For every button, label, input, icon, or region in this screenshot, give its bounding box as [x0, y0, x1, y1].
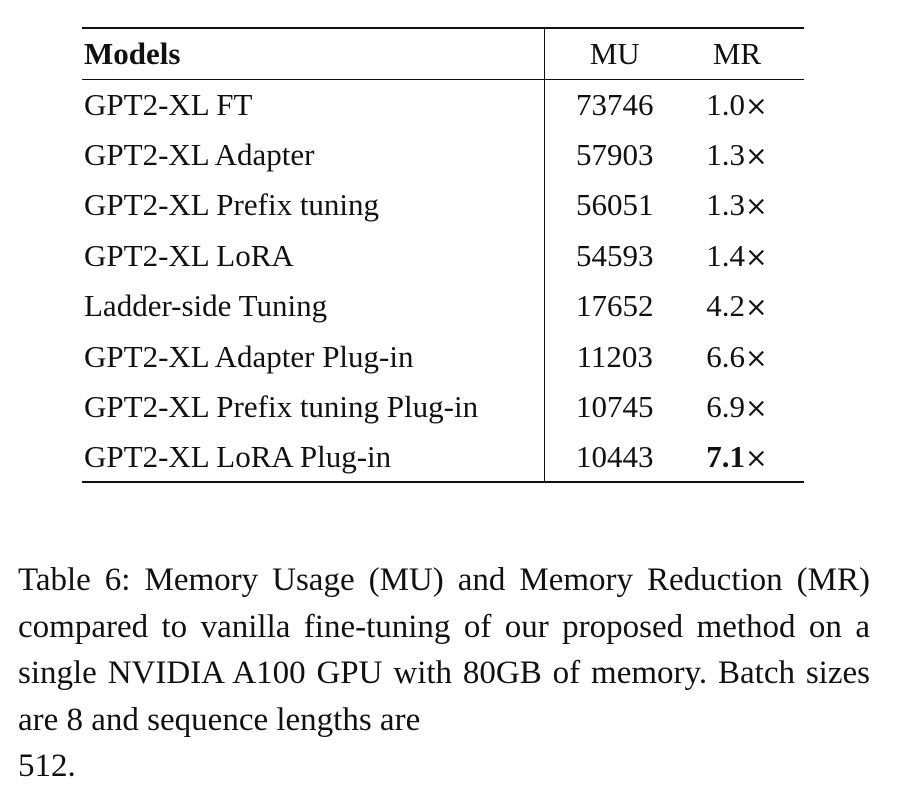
results-table-container: Models MU MR GPT2-XL FT 73746 1.0× GPT2-XL …: [82, 27, 804, 484]
cell-memory-usage: 73746: [575, 86, 654, 122]
times-symbol: ×: [745, 442, 768, 474]
cell-memory-usage: 17652: [575, 288, 654, 324]
table-body: GPT2-XL FT 73746 1.0× GPT2-XL Adapter 57903 1…: [82, 79, 804, 483]
table-row: GPT2-XL Adapter 57903 1.3×: [82, 129, 804, 180]
cell-memory-usage: 54593: [575, 237, 654, 273]
header-mu: MU: [544, 28, 676, 80]
memory-reduction-value: 1.3: [706, 137, 746, 173]
cell-model: GPT2-XL Prefix tuning Plug-in: [82, 381, 546, 432]
times-symbol: ×: [745, 141, 768, 173]
caption-last-line: 512.: [18, 748, 76, 784]
times-symbol: ×: [745, 342, 768, 374]
memory-reduction-value: 1.0: [706, 86, 746, 122]
table-row: Ladder-side Tuning 17652 4.2×: [82, 280, 804, 331]
cell-model: GPT2-XL FT: [82, 79, 546, 130]
cell-memory-reduction: 4.2×: [676, 281, 804, 331]
cell-memory-reduction: 7.1×: [676, 432, 804, 482]
memory-reduction-value: 7.1: [706, 438, 746, 474]
times-symbol: ×: [745, 241, 768, 273]
table-caption: Table 6: Memory Usage (MU) and Memory Re…: [18, 557, 870, 790]
table-row: GPT2-XL LoRA 54593 1.4×: [82, 230, 804, 281]
cell-model: GPT2-XL LoRA Plug-in: [82, 431, 546, 483]
memory-reduction-value: 1.3: [706, 187, 746, 223]
cell-memory-usage: 10443: [575, 438, 654, 474]
cell-memory-reduction: 1.3×: [676, 129, 804, 179]
cell-memory-reduction: 1.0×: [676, 79, 804, 129]
header-mr: MR: [675, 28, 804, 80]
cell-model: GPT2-XL Adapter Plug-in: [82, 330, 546, 382]
table-header-row: Models MU MR: [82, 28, 804, 80]
table-row: GPT2-XL Prefix tuning Plug-in 10745 6.9×: [82, 381, 804, 432]
table-row: GPT2-XL LoRA Plug-in 10443 7.1×: [82, 431, 804, 483]
cell-memory-reduction: 1.3×: [676, 180, 804, 230]
cell-memory-usage: 56051: [575, 187, 654, 223]
cell-memory-usage: 57903: [575, 137, 654, 173]
cell-memory-reduction: 1.4×: [676, 230, 804, 280]
cell-model: GPT2-XL Prefix tuning: [82, 179, 546, 231]
times-symbol: ×: [745, 292, 768, 324]
cell-memory-usage: 11203: [576, 338, 653, 374]
cell-model: Ladder-side Tuning: [82, 280, 546, 331]
cell-model: GPT2-XL LoRA: [82, 230, 546, 281]
memory-usage-table: Models MU MR GPT2-XL FT 73746 1.0× GPT2-XL …: [82, 27, 804, 484]
table-row: GPT2-XL Adapter Plug-in 11203 6.6×: [82, 330, 804, 382]
memory-reduction-value: 6.9: [706, 389, 746, 425]
cell-memory-usage: 10745: [575, 389, 654, 425]
memory-reduction-value: 1.4: [706, 237, 746, 273]
times-symbol: ×: [745, 191, 768, 223]
cell-model: GPT2-XL Adapter: [82, 129, 546, 180]
header-models: Models: [82, 28, 546, 80]
times-symbol: ×: [745, 393, 768, 425]
table-row: GPT2-XL Prefix tuning 56051 1.3×: [82, 179, 804, 231]
cell-memory-reduction: 6.9×: [676, 381, 804, 431]
memory-reduction-value: 4.2: [706, 288, 746, 324]
memory-reduction-value: 6.6: [706, 338, 746, 374]
caption-text: Table 6: Memory Usage (MU) and Memory Re…: [18, 562, 870, 738]
cell-memory-reduction: 6.6×: [676, 331, 804, 381]
times-symbol: ×: [745, 90, 768, 122]
table-row: GPT2-XL FT 73746 1.0×: [82, 79, 804, 130]
